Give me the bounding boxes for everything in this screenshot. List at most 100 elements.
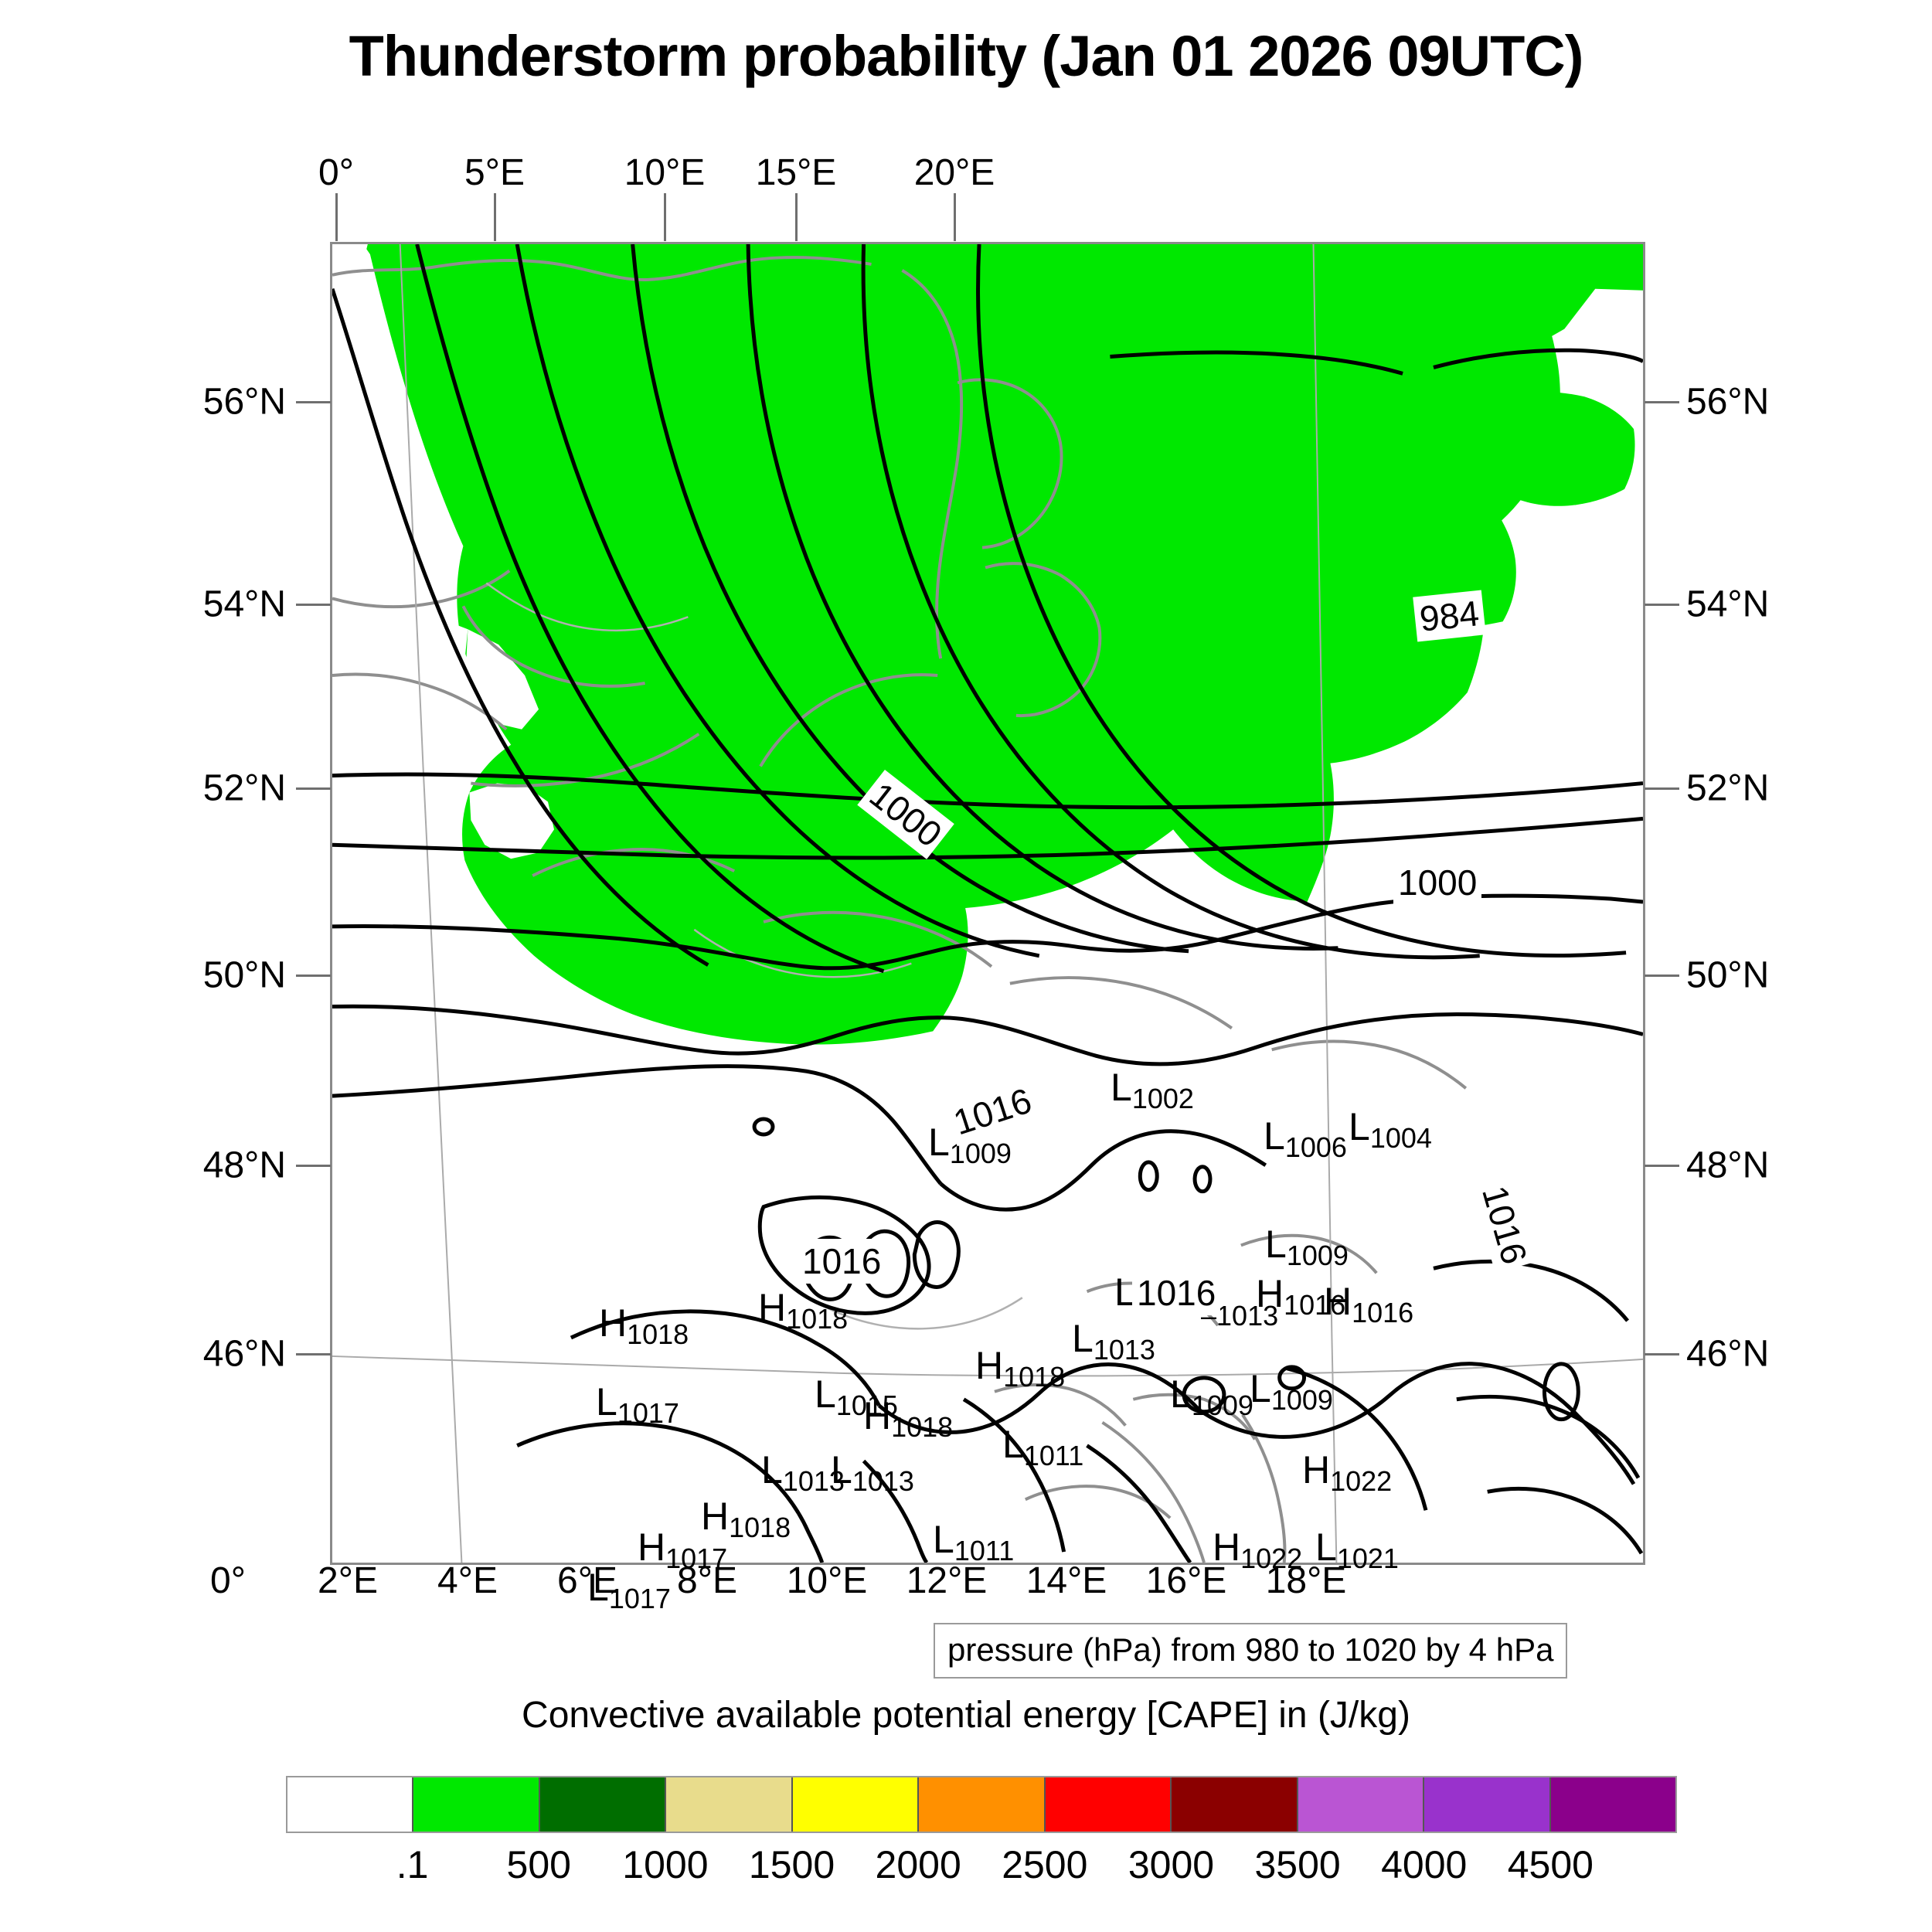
colorbar-tick-5: 2500 xyxy=(1002,1843,1088,1886)
pressure-center-high-25: H1022 xyxy=(1213,1525,1302,1574)
axis-tick-top-3: 15°E xyxy=(755,152,837,193)
pressure-center-letter: L xyxy=(1002,1423,1024,1466)
pressure-center-value: 1011 xyxy=(1023,1440,1084,1471)
axis-tick-bottom-5: 10°E xyxy=(786,1560,868,1601)
tick-mark-top-2 xyxy=(664,193,666,241)
axis-tick-left-3: 50°N xyxy=(202,954,286,996)
page-title: Thunderstorm probability (Jan 01 2026 09… xyxy=(349,24,1584,88)
pressure-center-value: 1018 xyxy=(786,1303,849,1335)
axis-tick-top-1: 5°E xyxy=(464,152,525,193)
map-graphics xyxy=(332,244,1643,1563)
border-layer xyxy=(485,582,1023,1330)
axis-tick-bottom-0: 0° xyxy=(210,1560,246,1601)
pressure-center-low-0: L1002 xyxy=(1111,1065,1194,1114)
pressure-center-letter: L xyxy=(1265,1223,1287,1266)
axis-tick-left-5: 46°N xyxy=(202,1333,286,1375)
pressure-center-letter: H xyxy=(599,1301,628,1345)
tick-mark-top-4 xyxy=(954,193,956,241)
tick-mark-right-2 xyxy=(1645,787,1679,790)
axis-tick-bottom-8: 16°E xyxy=(1145,1560,1227,1601)
colorbar-segment-10[interactable] xyxy=(1549,1777,1675,1832)
colorbar-segment-2[interactable] xyxy=(538,1777,665,1832)
pressure-center-value: 1002 xyxy=(1131,1083,1194,1114)
colorbar-tick-1: 500 xyxy=(506,1843,571,1886)
pressure-center-letter: H xyxy=(1302,1448,1331,1492)
axis-tick-bottom-6: 12°E xyxy=(906,1560,988,1601)
pressure-legend-box: pressure (hPa) from 980 to 1020 by 4 hPa xyxy=(934,1623,1568,1679)
pressure-center-low-26: L1021 xyxy=(1315,1525,1399,1574)
axis-tick-bottom-9: 18°E xyxy=(1265,1560,1347,1601)
colorbar-tick-4: 2000 xyxy=(875,1843,961,1886)
pressure-center-high-22: H1018 xyxy=(701,1494,791,1543)
pressure-center-value: 1022 xyxy=(1240,1543,1303,1574)
colorbar-tick-3: 1500 xyxy=(748,1843,835,1886)
pressure-center-value: 1018 xyxy=(729,1512,791,1543)
tick-mark-left-5 xyxy=(296,1353,331,1355)
pressure-center-value: 1018 xyxy=(1003,1361,1066,1393)
colorbar-segment-6[interactable] xyxy=(1043,1777,1171,1832)
colorbar-tick-9: 4500 xyxy=(1507,1843,1594,1886)
pressure-center-value: 1011 xyxy=(954,1535,1015,1566)
pressure-center-high-10: H1018 xyxy=(758,1285,848,1335)
pressure-center-value: 1017 xyxy=(617,1397,679,1429)
axis-tick-bottom-7: 14°E xyxy=(1026,1560,1107,1601)
tick-mark-left-4 xyxy=(296,1165,331,1167)
pressure-center-value: 1013 xyxy=(782,1465,845,1497)
pressure-center-letter: L xyxy=(1315,1526,1337,1569)
map-plot-area[interactable] xyxy=(330,242,1645,1565)
pressure-center-letter: H xyxy=(758,1286,787,1329)
colorbar-tick-6: 3000 xyxy=(1128,1843,1215,1886)
pressure-center-letter: L xyxy=(1072,1317,1094,1360)
pressure-center-value: 1016 xyxy=(1284,1289,1346,1321)
tick-mark-top-1 xyxy=(494,193,496,241)
colorbar[interactable] xyxy=(286,1776,1677,1833)
colorbar-segment-9[interactable] xyxy=(1423,1777,1549,1832)
pressure-center-low-12: L1017 xyxy=(596,1379,679,1429)
colorbar-segment-4[interactable] xyxy=(791,1777,918,1832)
pressure-center-low-2: L1006 xyxy=(1264,1114,1347,1163)
pressure-center-high-9: H1016 xyxy=(1324,1279,1413,1328)
tick-mark-left-2 xyxy=(296,787,331,790)
pressure-center-low-27: L1017 xyxy=(587,1565,671,1614)
axis-tick-right-0: 56°N xyxy=(1686,381,1770,423)
pressure-center-value: 1006 xyxy=(1284,1131,1347,1163)
axis-tick-right-2: 52°N xyxy=(1686,767,1770,809)
axis-tick-bottom-3: 6°E xyxy=(557,1560,617,1601)
tick-mark-left-3 xyxy=(296,975,331,977)
pressure-center-value: 1009 xyxy=(1286,1240,1349,1271)
pressure-center-value: 1022 xyxy=(1330,1465,1393,1497)
pressure-center-high-8: H1016 xyxy=(1256,1271,1345,1321)
colorbar-tick-2: 1000 xyxy=(622,1843,709,1886)
pressure-center-letter: L xyxy=(761,1448,783,1492)
pressure-center-letter: L xyxy=(1264,1114,1285,1158)
axis-tick-left-0: 56°N xyxy=(202,381,286,423)
colorbar-segment-0[interactable] xyxy=(287,1777,413,1832)
colorbar-title: Convective available potential energy [C… xyxy=(522,1695,1410,1736)
tick-mark-right-0 xyxy=(1645,401,1679,403)
colorbar-segment-8[interactable] xyxy=(1296,1777,1423,1832)
colorbar-segment-5[interactable] xyxy=(917,1777,1044,1832)
pressure-center-letter: L xyxy=(831,1448,852,1492)
pressure-center-value: 1009 xyxy=(1270,1384,1333,1416)
colorbar-segment-1[interactable] xyxy=(412,1777,539,1832)
pressure-center-low-20: L1011 xyxy=(1002,1422,1083,1471)
tick-mark-right-4 xyxy=(1645,1165,1679,1167)
pressure-center-letter: L xyxy=(587,1566,609,1609)
pressure-center-high-15: H1018 xyxy=(863,1393,953,1443)
colorbar-segment-7[interactable] xyxy=(1170,1777,1297,1832)
pressure-center-low-19: L1013 xyxy=(831,1447,914,1497)
pressure-center-low-18: L1013 xyxy=(761,1447,845,1497)
colorbar-segment-3[interactable] xyxy=(665,1777,791,1832)
pressure-center-letter: H xyxy=(1256,1272,1284,1315)
colorbar-tick-0: .1 xyxy=(396,1843,429,1886)
tick-mark-left-0 xyxy=(296,401,331,403)
tick-mark-top-0 xyxy=(335,193,338,241)
pressure-center-low-3: L1004 xyxy=(1349,1104,1432,1154)
pressure-center-letter: L xyxy=(1170,1372,1192,1416)
pressure-center-letter: H xyxy=(701,1495,730,1538)
pressure-center-letter: H xyxy=(1213,1526,1241,1569)
cape-filled-band-green xyxy=(332,244,1643,1563)
pressure-center-letter: L xyxy=(933,1518,954,1561)
pressure-center-low-4: L1009 xyxy=(1265,1222,1349,1271)
pressure-center-letter: L xyxy=(1111,1066,1132,1109)
